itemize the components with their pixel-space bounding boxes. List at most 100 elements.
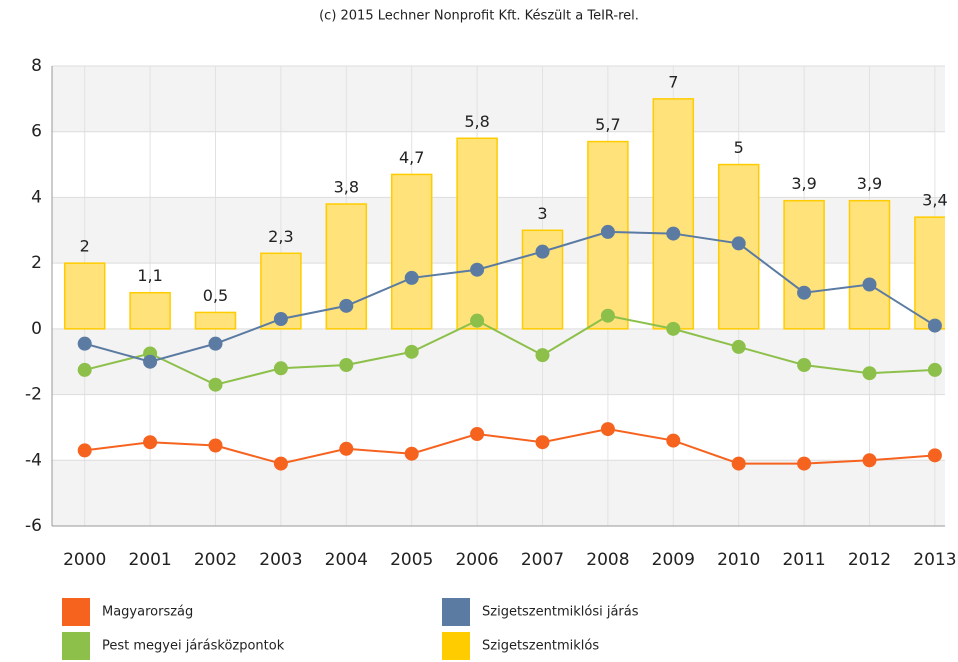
point bbox=[339, 358, 354, 372]
y-tick-label: 2 bbox=[31, 253, 42, 273]
legend-swatch bbox=[62, 632, 90, 660]
line bbox=[84, 230, 936, 363]
point bbox=[731, 236, 746, 251]
point bbox=[600, 422, 615, 437]
point bbox=[535, 435, 550, 450]
plot-band bbox=[52, 131, 945, 198]
y-tick-label: 6 bbox=[31, 122, 42, 142]
value-label: 3,4 bbox=[922, 191, 947, 210]
point bbox=[339, 298, 354, 313]
value-label: 3,9 bbox=[857, 174, 882, 193]
line bbox=[84, 428, 935, 465]
bar bbox=[587, 140, 629, 330]
x-tick-label: 2011 bbox=[782, 550, 825, 570]
legend-swatch bbox=[442, 632, 470, 660]
x-tick-label: 2007 bbox=[521, 550, 564, 570]
point bbox=[77, 362, 92, 377]
chart-title: (c) 2015 Lechner Nonprofit Kft. Készült … bbox=[319, 9, 639, 24]
plot-band bbox=[52, 460, 945, 526]
value-label: 5,8 bbox=[464, 112, 489, 131]
point bbox=[77, 443, 92, 458]
point bbox=[470, 313, 485, 328]
point bbox=[404, 446, 419, 461]
value-label: 5 bbox=[734, 138, 744, 157]
y-tick-label: 4 bbox=[31, 187, 42, 207]
value-label: 2 bbox=[80, 237, 90, 256]
point bbox=[927, 362, 942, 377]
plot bbox=[52, 65, 945, 527]
legend-label: Szigetszentmiklós bbox=[482, 639, 599, 654]
point bbox=[404, 344, 419, 359]
x-tick-label: 2006 bbox=[455, 550, 498, 570]
plot-band bbox=[52, 394, 945, 461]
bar bbox=[129, 291, 171, 330]
point bbox=[470, 427, 485, 441]
point bbox=[797, 456, 812, 471]
bar bbox=[390, 173, 433, 330]
legend-label: Szigetszentmiklósi járás bbox=[482, 605, 639, 620]
x-tick-label: 2004 bbox=[325, 550, 368, 570]
value-label: 4,7 bbox=[399, 148, 424, 167]
legend-label: Pest megyei járásközpontok bbox=[102, 639, 285, 654]
plot-band bbox=[52, 66, 945, 132]
value-label: 3,9 bbox=[791, 174, 816, 193]
point bbox=[273, 312, 288, 326]
point bbox=[862, 277, 877, 292]
point bbox=[339, 441, 354, 456]
point bbox=[208, 438, 223, 453]
value-label: 2,3 bbox=[268, 227, 293, 246]
bar bbox=[848, 199, 891, 330]
bar bbox=[63, 262, 106, 330]
point bbox=[535, 348, 550, 363]
value-label: 1,1 bbox=[137, 266, 162, 285]
x-tick-label: 2009 bbox=[652, 550, 695, 570]
point bbox=[600, 224, 615, 239]
point bbox=[927, 318, 942, 333]
point bbox=[927, 448, 942, 463]
point bbox=[273, 361, 288, 376]
point bbox=[208, 377, 223, 392]
point bbox=[208, 336, 223, 351]
legend-label: Magyarország bbox=[102, 605, 193, 620]
point bbox=[862, 366, 877, 381]
point bbox=[273, 456, 288, 471]
point bbox=[797, 285, 812, 300]
point bbox=[862, 453, 877, 468]
point bbox=[731, 339, 746, 354]
value-label: 0,5 bbox=[203, 286, 228, 305]
x-tick-label: 2002 bbox=[194, 550, 237, 570]
value-label: 7 bbox=[668, 72, 678, 91]
y-tick-label: -6 bbox=[25, 516, 42, 536]
line bbox=[84, 314, 935, 386]
point bbox=[535, 244, 550, 259]
point bbox=[600, 308, 615, 323]
x-tick-label: 2003 bbox=[259, 550, 302, 570]
x-tick-label: 2000 bbox=[63, 550, 106, 570]
point bbox=[797, 358, 812, 372]
x-tick-label: 2010 bbox=[717, 550, 760, 570]
x-tick-label: 2001 bbox=[128, 550, 171, 570]
y-tick-label: 8 bbox=[31, 56, 42, 76]
point bbox=[143, 435, 158, 450]
x-tick-label: 2012 bbox=[848, 550, 891, 570]
point bbox=[666, 321, 681, 336]
point bbox=[666, 433, 681, 448]
legend-swatch bbox=[442, 598, 470, 626]
point bbox=[731, 456, 746, 471]
plot-band bbox=[52, 328, 945, 395]
y-tick-label: 0 bbox=[31, 319, 42, 339]
value-label: 3,8 bbox=[334, 178, 359, 197]
y-tick-label: -4 bbox=[25, 450, 42, 470]
bar bbox=[456, 137, 498, 330]
bar bbox=[783, 199, 825, 330]
point bbox=[666, 226, 681, 241]
bar bbox=[194, 311, 237, 330]
point bbox=[470, 262, 485, 277]
legend-swatch bbox=[62, 598, 90, 626]
y-tick-label: -2 bbox=[25, 385, 42, 405]
point bbox=[404, 270, 419, 285]
point bbox=[143, 354, 158, 369]
bar bbox=[652, 98, 695, 330]
value-label: 3 bbox=[537, 204, 547, 223]
